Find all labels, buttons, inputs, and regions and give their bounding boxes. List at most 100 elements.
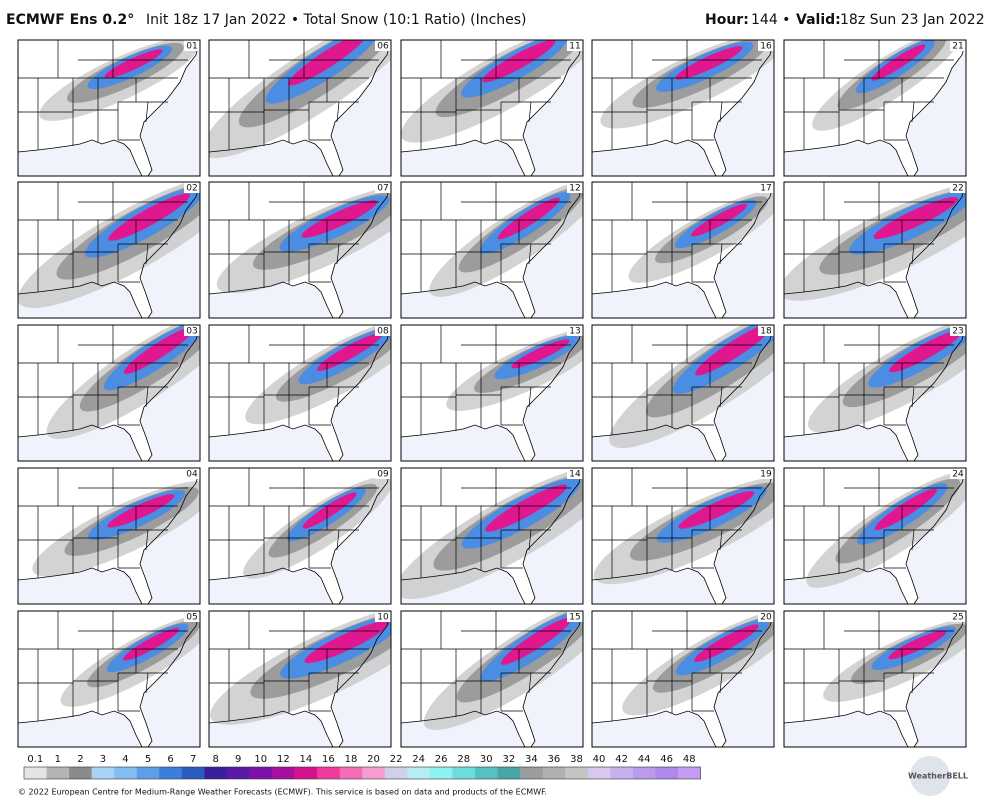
colorbar-swatch	[452, 767, 476, 779]
panel-label: 13	[569, 327, 580, 337]
state-lines	[592, 468, 762, 578]
colorbar-swatch	[587, 767, 611, 779]
coastline	[401, 468, 583, 604]
map-content: 19	[592, 468, 774, 604]
panel-border	[783, 610, 967, 748]
snow-band	[784, 182, 966, 301]
colorbar-swatch	[362, 767, 386, 779]
panel-border	[208, 181, 392, 319]
panel-border	[591, 39, 775, 177]
coastline	[784, 325, 966, 461]
map-panel: 08	[208, 324, 392, 462]
panel-label: 11	[569, 42, 580, 52]
colorbar-label: 28	[457, 754, 470, 765]
state-lines	[401, 468, 571, 578]
panel-label: 17	[760, 184, 771, 194]
label-box	[567, 182, 583, 193]
label-box	[950, 182, 966, 193]
init: Init 18z 17 Jan 2022 • Total Snow (10:1 …	[146, 12, 527, 28]
panel-border	[17, 181, 201, 319]
colorbar-swatch	[497, 767, 521, 779]
snow-pink	[302, 492, 357, 529]
snow-band	[209, 40, 391, 159]
map-content: 08	[209, 325, 391, 461]
panel-border	[400, 467, 584, 605]
map-content: 16	[592, 40, 774, 176]
snow-band	[429, 182, 583, 297]
colorbar-swatch	[91, 767, 115, 779]
snow-pink	[871, 44, 926, 81]
colorbar-label: 2	[77, 754, 83, 765]
panel-label: 07	[377, 184, 388, 194]
coastline	[592, 325, 774, 461]
state-lines	[592, 40, 762, 150]
label-box	[375, 40, 391, 51]
state-lines	[18, 40, 188, 150]
panels: 01 02 03 04 05 06 07 08 09 10 11 12 13 14 15 16 17 18 19 20…	[17, 39, 967, 748]
panel-label: 23	[952, 327, 963, 337]
colorbar-label: 5	[145, 754, 151, 765]
coastline	[18, 325, 200, 461]
map-panel: 24	[783, 467, 967, 605]
label-box	[184, 40, 200, 51]
snow-pink	[511, 339, 570, 369]
coastline	[784, 182, 966, 318]
coastline	[592, 182, 774, 318]
state-lines	[592, 182, 762, 292]
panel-border	[208, 467, 392, 605]
snow-pink	[675, 46, 743, 80]
panel-border	[208, 324, 392, 462]
state-lines	[784, 40, 954, 150]
state-lines	[592, 325, 762, 435]
label-box	[375, 611, 391, 622]
map-panel: 17	[591, 181, 775, 319]
panel-label: 04	[186, 470, 198, 480]
panel-border	[783, 467, 967, 605]
snow-pink	[497, 197, 560, 240]
map-panel: 05	[17, 610, 201, 748]
panel-grid: 01 02 03 04 05 06 07 08 09 10 11 12 13 14 15 16 17 18 19 20…	[17, 39, 967, 748]
panel-label: 25	[952, 613, 963, 623]
panel-border	[400, 39, 584, 177]
hour-label: Hour:	[705, 12, 749, 28]
snow-band	[622, 611, 774, 716]
panel-border	[17, 39, 201, 177]
state-lines	[209, 468, 379, 578]
map-panel: 11	[400, 39, 584, 177]
map-panel: 12	[400, 181, 584, 319]
map-panel: 18	[591, 324, 775, 462]
state-lines	[18, 182, 188, 292]
panel-label: 16	[760, 42, 772, 52]
valid-label: Valid:	[796, 12, 841, 28]
map-panel: 10	[208, 610, 392, 748]
state-lines	[401, 325, 571, 435]
snow-band	[216, 184, 391, 294]
footer: © 2022 European Centre for Medium-Range …	[18, 788, 547, 797]
snow-pink	[678, 491, 755, 529]
colorbar-label: 48	[683, 754, 696, 765]
snow-pink	[500, 617, 572, 665]
colorbar-label: 26	[435, 754, 448, 765]
snow-band	[243, 476, 391, 579]
colorbar-swatch	[655, 767, 679, 779]
snow-pink	[485, 484, 567, 532]
panel-border	[208, 610, 392, 748]
label-box	[758, 325, 774, 336]
colorbar-swatch	[610, 767, 634, 779]
panel-label: 14	[569, 470, 581, 480]
colorbar-swatch	[677, 767, 701, 779]
coastline	[18, 182, 200, 318]
snow-band	[808, 325, 966, 433]
label-box	[950, 325, 966, 336]
state-lines	[784, 468, 954, 578]
panel-label: 10	[377, 613, 389, 623]
panel-border	[400, 324, 584, 462]
colorbar-swatch	[565, 767, 589, 779]
state-lines	[18, 611, 188, 721]
map-content: 02	[18, 182, 200, 318]
label-box	[950, 40, 966, 51]
state-lines	[209, 182, 379, 292]
colorbar-swatch	[542, 767, 566, 779]
colorbar-swatch	[46, 767, 70, 779]
colorbar-swatch	[407, 767, 431, 779]
